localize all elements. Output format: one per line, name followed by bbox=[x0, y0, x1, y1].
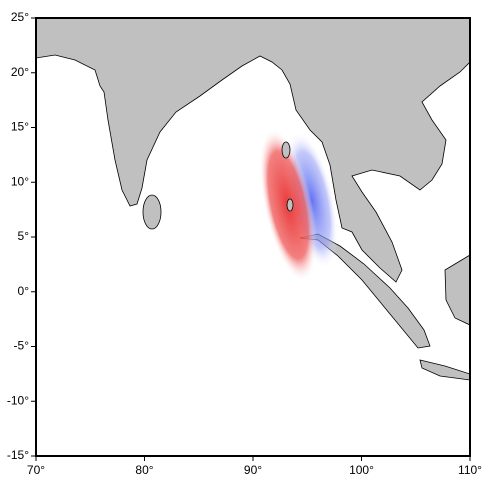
y-tick-label: -15° bbox=[7, 448, 29, 462]
x-tick-label: 90° bbox=[244, 463, 262, 477]
sumatra bbox=[299, 233, 431, 349]
tsunami-field bbox=[259, 128, 338, 282]
x-tick-label: 100° bbox=[349, 463, 374, 477]
map-area bbox=[36, 18, 470, 456]
x-tick-label: 80° bbox=[135, 463, 153, 477]
sri-lanka bbox=[142, 194, 162, 230]
y-tick-label: -10° bbox=[7, 393, 29, 407]
y-tick-label: 0° bbox=[18, 284, 30, 298]
y-tick-label: 15° bbox=[11, 120, 29, 134]
y-tick-label: 25° bbox=[11, 10, 29, 24]
java bbox=[419, 359, 470, 381]
andaman bbox=[281, 141, 291, 159]
y-tick-label: 5° bbox=[18, 229, 30, 243]
y-tick-label: 10° bbox=[11, 174, 29, 188]
y-tick-label: -5° bbox=[14, 339, 30, 353]
x-tick-label: 70° bbox=[27, 463, 45, 477]
x-tick-label: 110° bbox=[458, 463, 482, 477]
borneo bbox=[444, 254, 470, 326]
nicobar bbox=[286, 198, 294, 212]
mainland bbox=[36, 18, 470, 283]
y-tick-label: 20° bbox=[11, 65, 29, 79]
